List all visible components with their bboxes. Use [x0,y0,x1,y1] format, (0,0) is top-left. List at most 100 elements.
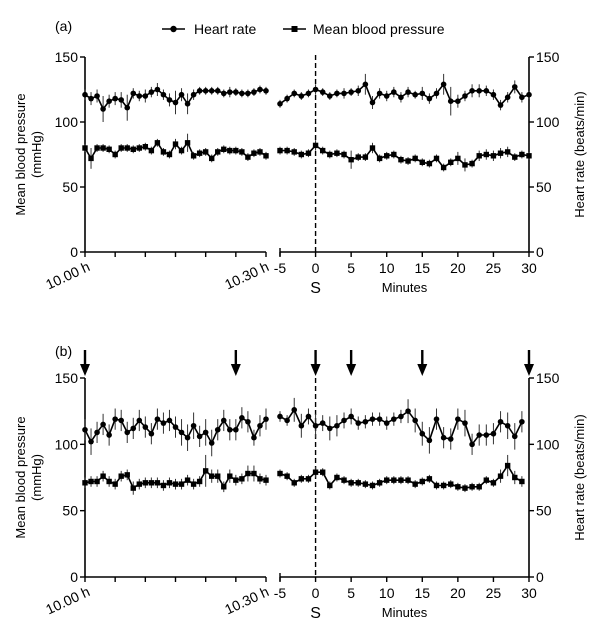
arrow-down-icon [346,350,357,376]
right-y-tick-label: 0 [536,569,544,585]
heart-rate-marker [383,420,390,426]
heart-rate-marker [391,416,397,422]
x-label-start-time: 10.00 h [43,258,92,292]
mean-bp-marker [312,469,319,475]
right-x-tick-label: 0 [312,585,320,601]
right-x-tick-label: 20 [450,585,466,601]
heart-rate-marker [398,94,404,101]
mean-bp-marker [172,481,179,487]
heart-rate-marker [154,86,161,93]
mean-bp-marker [419,478,425,485]
mean-bp-marker [142,480,149,486]
mean-bp-marker [251,470,257,477]
heart-rate-marker [94,429,100,436]
mean-bp-marker [277,147,283,154]
mean-bp-marker [209,155,215,162]
heart-rate-marker [341,90,347,97]
heart-rate-marker [184,101,191,107]
heart-rate-marker [376,416,383,422]
mean-bp-marker [166,480,173,486]
heart-rate-marker [447,436,454,442]
heart-rate-marker [214,426,221,433]
left-y-tick-label: 100 [55,436,79,452]
mean-bp-marker [284,147,290,154]
right-x-tick-label: 25 [486,260,502,276]
arrow-head [417,364,428,376]
mean-bp-marker [476,153,482,159]
heart-rate-marker [398,413,404,420]
mean-bp-marker [327,151,333,158]
x-label-end-time: 10.30 h [222,258,271,292]
heart-rate-marker [305,90,312,97]
mean-bp-marker [305,150,312,156]
heart-rate-marker [172,99,179,106]
heart-rate-marker [376,90,383,97]
mean-bp-marker [405,477,411,483]
heart-rate-marker [476,432,483,438]
mean-bp-marker [118,473,124,479]
x-label-start-time: 10.00 h [43,583,92,617]
heart-rate-marker [355,88,362,94]
mean-bp-marker [196,478,203,485]
heart-rate-marker [504,94,511,101]
mean-bp-marker [257,149,263,155]
heart-rate-marker [100,106,106,112]
mean-bp-marker [227,147,233,154]
heart-rate-marker [284,417,290,424]
mean-bp-marker [124,472,130,478]
mean-bp-series [277,454,525,493]
mean-bp-marker [341,477,347,483]
mean-bp-marker [82,480,88,486]
heart-rate-marker [202,88,209,94]
heart-rate-marker [497,102,504,108]
mean-bp-marker [160,149,167,155]
arrow-head [524,364,534,376]
heart-rate-marker [220,90,227,97]
arrow-head [310,364,321,376]
right-x-tick-label: 15 [414,260,430,276]
mean-bp-marker [526,153,532,159]
x-label-end-time: 10.30 h [222,583,271,617]
heart-rate-marker [106,432,112,438]
mean-bp-marker [319,469,326,475]
heart-rate-marker [319,420,326,426]
heart-rate-marker [172,424,179,430]
heart-rate-marker [298,93,305,99]
heart-rate-marker [327,93,333,99]
heart-rate-marker [124,104,131,111]
mean-bp-marker [190,153,197,159]
arrow-down-icon [524,350,534,376]
panel-label: (b) [55,343,72,359]
heart-rate-series [82,83,269,122]
mean-bp-series [82,454,269,495]
legend-mean-bp-marker [291,26,298,32]
mean-bp-marker [94,145,100,151]
heart-rate-marker [227,89,233,95]
mean-bp-marker [196,150,203,156]
mean-bp-marker [160,482,167,489]
right-x-tick-label: 15 [414,585,430,601]
heart-rate-marker [277,413,283,420]
mean-bp-marker [184,140,191,146]
heart-rate-marker [184,434,191,441]
heart-rate-marker [257,86,263,93]
mean-bp-marker [412,481,418,487]
mean-bp-marker [178,147,185,154]
heart-rate-marker [348,89,354,95]
heart-rate-marker [118,97,124,103]
left-y-tick-label: 150 [55,370,79,386]
heart-rate-marker [369,99,376,106]
right-y-tick-label: 100 [536,436,560,452]
heart-rate-marker [369,416,376,422]
mean-bp-marker [426,160,433,167]
right-y-axis-title: Heart rate (beats/min) [572,91,587,217]
mean-bp-marker [215,473,221,479]
legend-mean-bp-label: Mean blood pressure [313,21,445,37]
right-y-tick-label: 150 [536,370,560,386]
mean-bp-marker [476,484,482,490]
mean-bp-marker [298,151,305,158]
heart-rate-marker [190,91,197,98]
